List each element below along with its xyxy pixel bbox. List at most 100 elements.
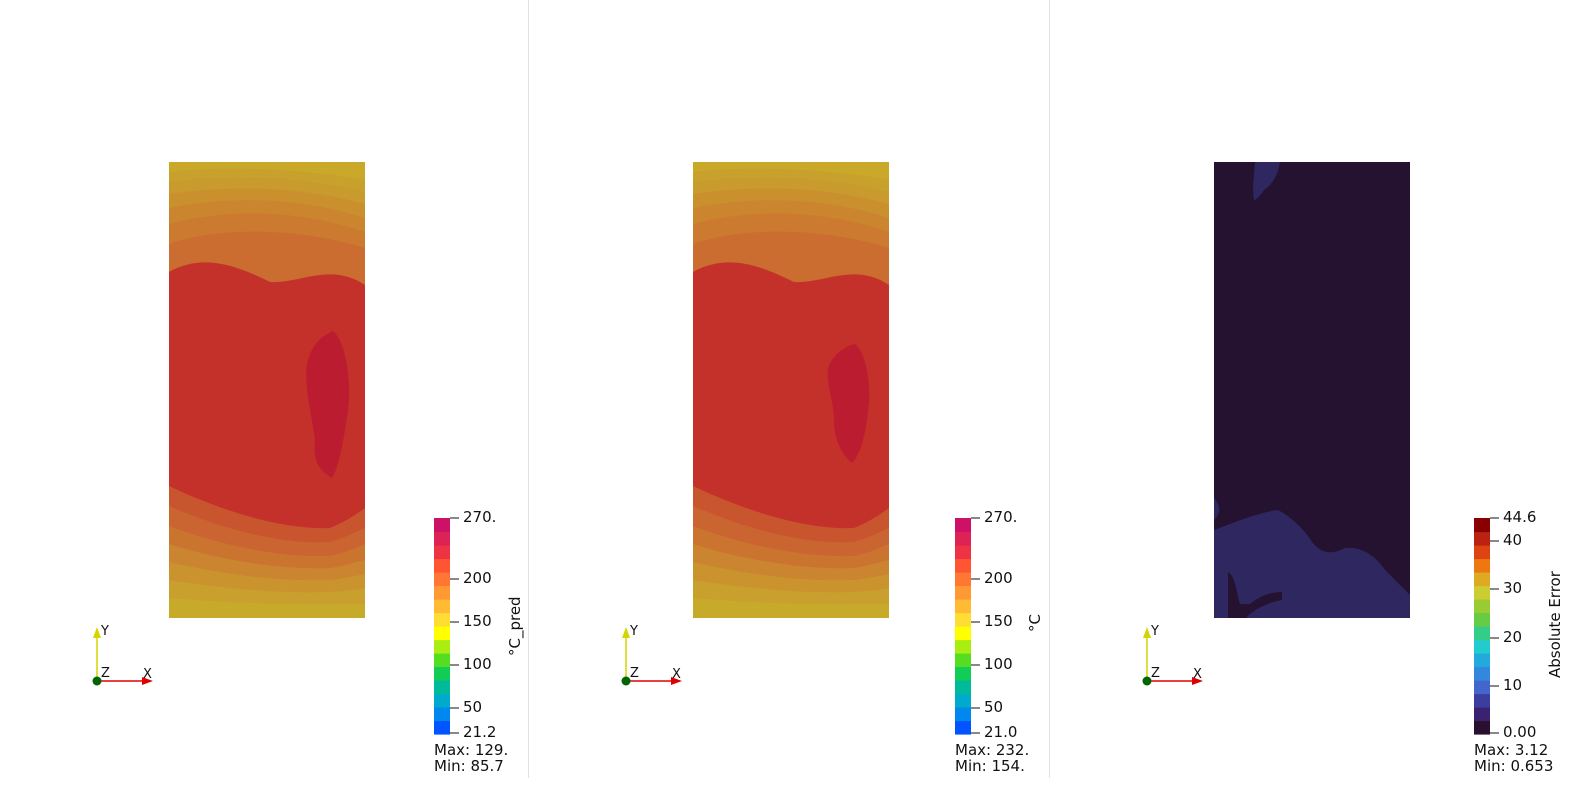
colorbar-level — [434, 680, 450, 695]
colorbar-tick-label: 150 — [463, 612, 492, 630]
axes-triad — [621, 627, 682, 686]
colorbar-level — [434, 518, 450, 533]
colorbar-level — [434, 707, 450, 722]
colorbar — [955, 517, 980, 735]
axis-y-label: Y — [101, 624, 109, 639]
axes-triad — [1142, 627, 1203, 686]
colorbar-level — [955, 599, 971, 614]
colorbar-level — [1474, 626, 1490, 641]
axis-x-label: X — [143, 667, 152, 682]
colorbar-level — [955, 612, 971, 627]
colorbar-level — [1474, 693, 1490, 708]
panel-absolute-error: Y Z X 44.6 40 30 20 10 0.00 Absolute Err… — [1050, 0, 1582, 786]
colorbar — [1474, 517, 1499, 735]
colorbar-level — [1474, 680, 1490, 695]
colorbar-tick-label: 20 — [1503, 628, 1523, 646]
colorbar-level — [434, 626, 450, 641]
colorbar-tick-label: 10 — [1503, 676, 1523, 694]
axis-y-label: Y — [1151, 624, 1159, 639]
colorbar-level — [434, 653, 450, 668]
colorbar-level — [1474, 653, 1490, 668]
colorbar-tick-label: 200 — [984, 569, 1013, 587]
min-label: Min: 85.7 — [434, 757, 504, 775]
panel-ground-truth: Y Z X 270. 200 150 100 50 21.0 °C Max: 2… — [529, 0, 1049, 786]
colorbar-level — [955, 666, 971, 681]
colorbar-tick-label: 100 — [463, 655, 492, 673]
colorbar-tick-label: 30 — [1503, 579, 1523, 597]
colorbar-tick-label: 270. — [984, 508, 1018, 526]
colorbar-level — [1474, 707, 1490, 722]
colorbar-level — [434, 599, 450, 614]
colorbar-title: Absolute Error — [1546, 571, 1564, 678]
axes-triad — [92, 627, 153, 686]
colorbar-tick-label: 150 — [984, 612, 1013, 630]
colorbar-tick-label: 21.2 — [463, 723, 497, 741]
colorbar-level — [434, 693, 450, 708]
error-field — [1214, 162, 1410, 618]
colorbar-level — [1474, 599, 1490, 614]
colorbar-tick-label: 50 — [463, 698, 483, 716]
colorbar-level — [1474, 572, 1490, 587]
max-label: Max: 232. — [955, 741, 1030, 759]
min-label: Min: 0.653 — [1474, 757, 1554, 775]
colorbar-level — [434, 531, 450, 546]
colorbar-tick-label: 40 — [1503, 531, 1523, 549]
colorbar-level — [1474, 518, 1490, 533]
colorbar-level — [955, 707, 971, 722]
colorbar-level — [955, 572, 971, 587]
colorbar-level — [955, 720, 971, 735]
colorbar-level — [1474, 558, 1490, 573]
colorbar-level — [1474, 612, 1490, 627]
colorbar-level — [955, 545, 971, 560]
field-plot-ground-truth — [621, 162, 980, 735]
temperature-field — [693, 162, 889, 619]
colorbar-level — [1474, 531, 1490, 546]
panel-divider — [528, 0, 529, 778]
colorbar-level — [1474, 585, 1490, 600]
colorbar-level — [1474, 545, 1490, 560]
axis-y-label: Y — [630, 624, 638, 639]
axis-z-label: Z — [1151, 666, 1160, 681]
colorbar-title: °C_pred — [506, 596, 524, 656]
colorbar-level — [1474, 720, 1490, 735]
colorbar-title: °C — [1026, 614, 1044, 632]
panel-prediction: Y Z X 270. 200 150 100 50 21.2 °C_pred M… — [0, 0, 528, 786]
colorbar-tick-label: 0.00 — [1503, 723, 1537, 741]
axis-x-label: X — [1193, 667, 1202, 682]
colorbar-level — [434, 639, 450, 654]
axis-z-label: Z — [630, 666, 639, 681]
colorbar-level — [434, 612, 450, 627]
colorbar-level — [955, 585, 971, 600]
colorbar — [434, 517, 459, 735]
colorbar-level — [955, 531, 971, 546]
colorbar-tick-label: 200 — [463, 569, 492, 587]
temperature-field — [169, 162, 365, 619]
colorbar-tick-label: 21.0 — [984, 723, 1018, 741]
colorbar-tick-label: 100 — [984, 655, 1013, 673]
axis-x-label: X — [672, 667, 681, 682]
colorbar-level — [434, 572, 450, 587]
colorbar-level — [434, 720, 450, 735]
colorbar-level — [955, 653, 971, 668]
colorbar-level — [1474, 666, 1490, 681]
colorbar-level — [955, 680, 971, 695]
colorbar-level — [955, 626, 971, 641]
colorbar-level — [434, 558, 450, 573]
colorbar-level — [1474, 639, 1490, 654]
colorbar-tick-label: 270. — [463, 508, 497, 526]
panel-divider — [1049, 0, 1050, 778]
field-plot-prediction — [92, 162, 459, 735]
colorbar-tick-label: 44.6 — [1503, 508, 1537, 526]
axis-z-label: Z — [101, 666, 110, 681]
min-label: Min: 154. — [955, 757, 1025, 775]
colorbar-level — [434, 545, 450, 560]
colorbar-level — [434, 585, 450, 600]
colorbar-level — [434, 666, 450, 681]
colorbar-level — [955, 518, 971, 533]
max-label: Max: 129. — [434, 741, 509, 759]
colorbar-level — [955, 639, 971, 654]
colorbar-tick-label: 50 — [984, 698, 1004, 716]
colorbar-level — [955, 693, 971, 708]
field-plot-absolute-error — [1142, 162, 1499, 735]
colorbar-level — [955, 558, 971, 573]
